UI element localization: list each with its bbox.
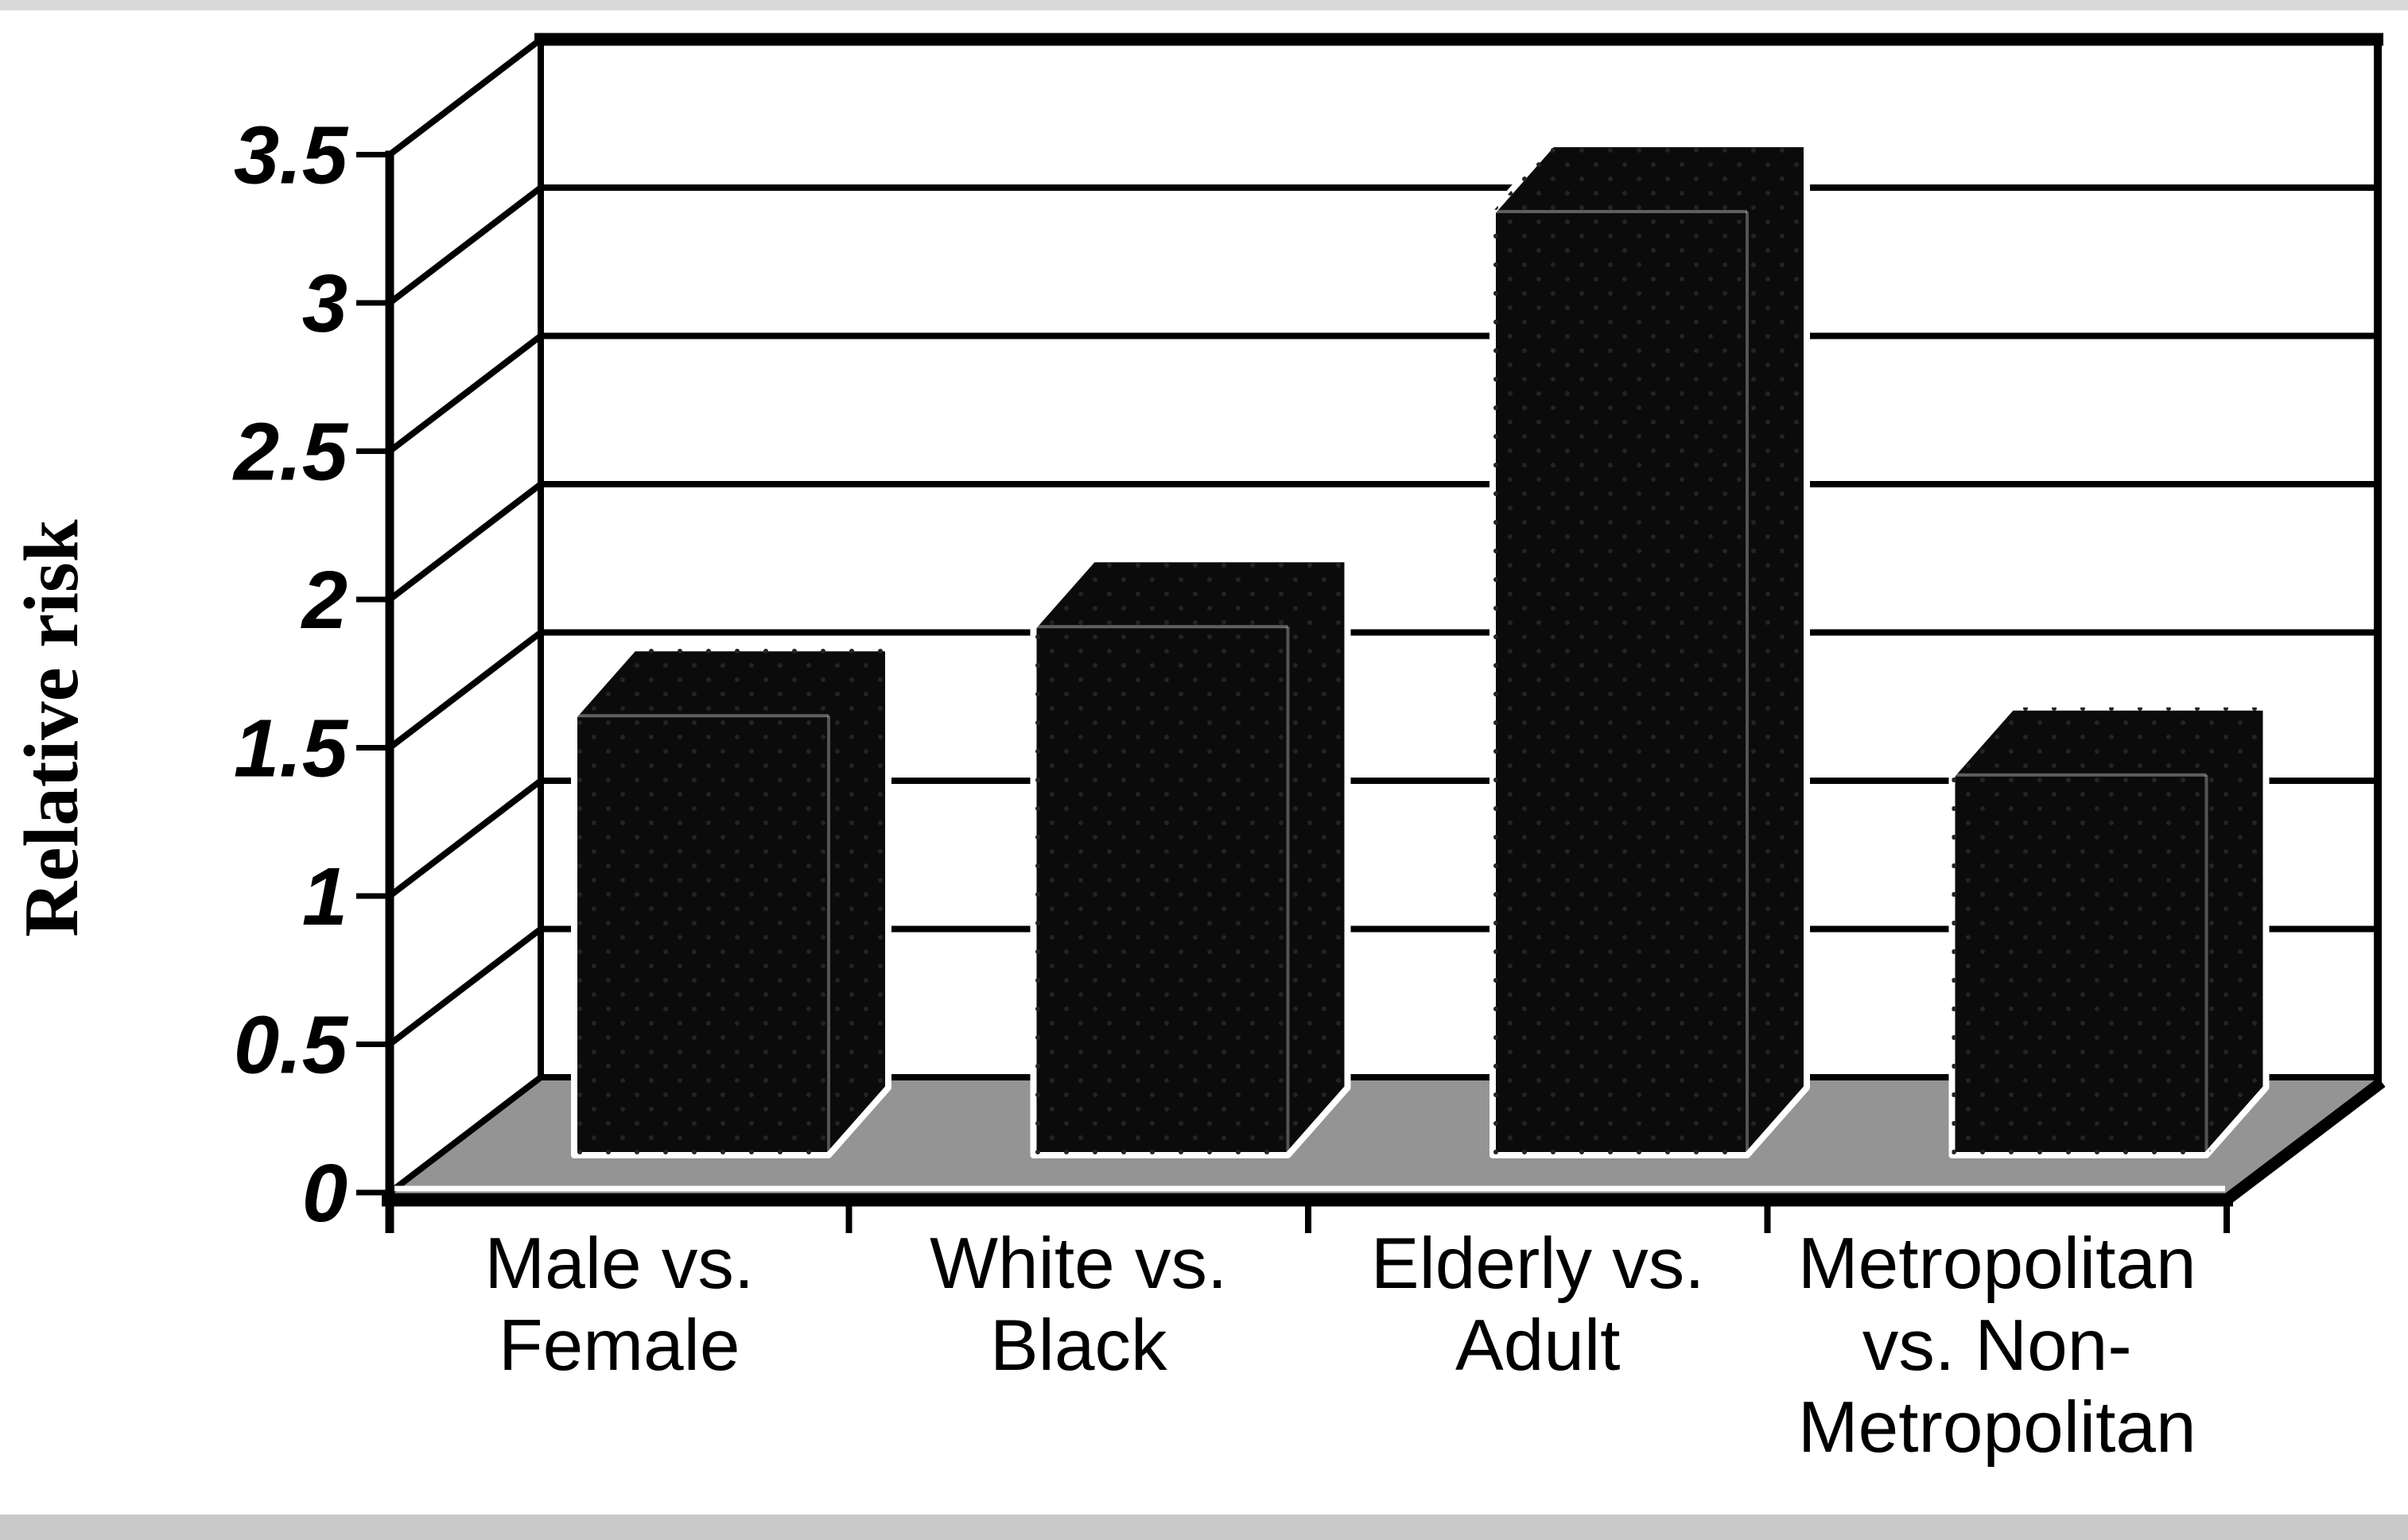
category-label-elderly-vs-adult: Elderly vs. Adult — [1371, 1224, 1705, 1386]
y-tick-label-1.5: 1.5 — [234, 703, 349, 794]
y-tick-label-1: 1 — [302, 851, 348, 942]
category-label-line: Black — [990, 1305, 1167, 1386]
category-label-line: White vs. — [930, 1224, 1227, 1304]
category-label-white-vs-black: White vs. Black — [930, 1224, 1227, 1386]
y-tick-label-0.5: 0.5 — [234, 999, 349, 1091]
gridline-left-2 — [387, 481, 543, 603]
category-label-line: Elderly vs. — [1371, 1224, 1705, 1304]
bar-elderly-vs-adult — [1489, 141, 1810, 1158]
bar-male-vs-female — [571, 645, 891, 1158]
category-label-male-vs-female: Male vs. Female — [484, 1224, 754, 1386]
bar-metropolitan-vs-non-metropolitan — [1948, 704, 2270, 1158]
scan-edge-bottom — [0, 1515, 2408, 1540]
y-axis-title: Relative risk — [9, 519, 94, 937]
category-label-line: Adult — [1455, 1305, 1620, 1386]
y-tick-label-2.5: 2.5 — [232, 406, 349, 498]
gridline-left-0 — [387, 1074, 543, 1196]
y-tick-label-2: 2 — [301, 554, 348, 646]
bar-male-vs-female-texture — [574, 648, 888, 1155]
category-label-line: Metropolitan — [1798, 1224, 2196, 1304]
floor — [390, 1077, 2378, 1193]
bar-white-vs-black — [1030, 556, 1351, 1158]
gridline-left-3.5 — [387, 37, 543, 157]
y-tick-label-3: 3 — [302, 258, 348, 349]
scan-edge-top — [0, 0, 2408, 10]
gridline-left-1 — [387, 778, 543, 899]
category-label-line: Metropolitan — [1798, 1387, 2196, 1468]
bar-elderly-vs-adult-texture — [1493, 144, 1807, 1156]
left-wall — [390, 39, 541, 1193]
category-label-line: Male vs. — [484, 1224, 754, 1304]
floor-right-edge — [2223, 1077, 2386, 1204]
gridline-left-3 — [387, 184, 543, 306]
category-label-line: vs. Non- — [1862, 1305, 2132, 1386]
y-tick-label-3.5: 3.5 — [234, 110, 349, 201]
bar-white-vs-black-texture — [1033, 559, 1348, 1155]
gridline-left-2.5 — [387, 333, 543, 454]
gridline-left-1.5 — [387, 630, 543, 751]
y-tick-label-0: 0 — [302, 1147, 348, 1239]
bar-metropolitan-vs-non-metropolitan-texture — [1952, 707, 2266, 1155]
category-label-line: Female — [499, 1305, 740, 1386]
category-label-metropolitan-vs-non-metropolitan: Metropolitan vs. Non-Metropolitan — [1798, 1224, 2196, 1468]
gridline-left-0.5 — [387, 926, 543, 1047]
